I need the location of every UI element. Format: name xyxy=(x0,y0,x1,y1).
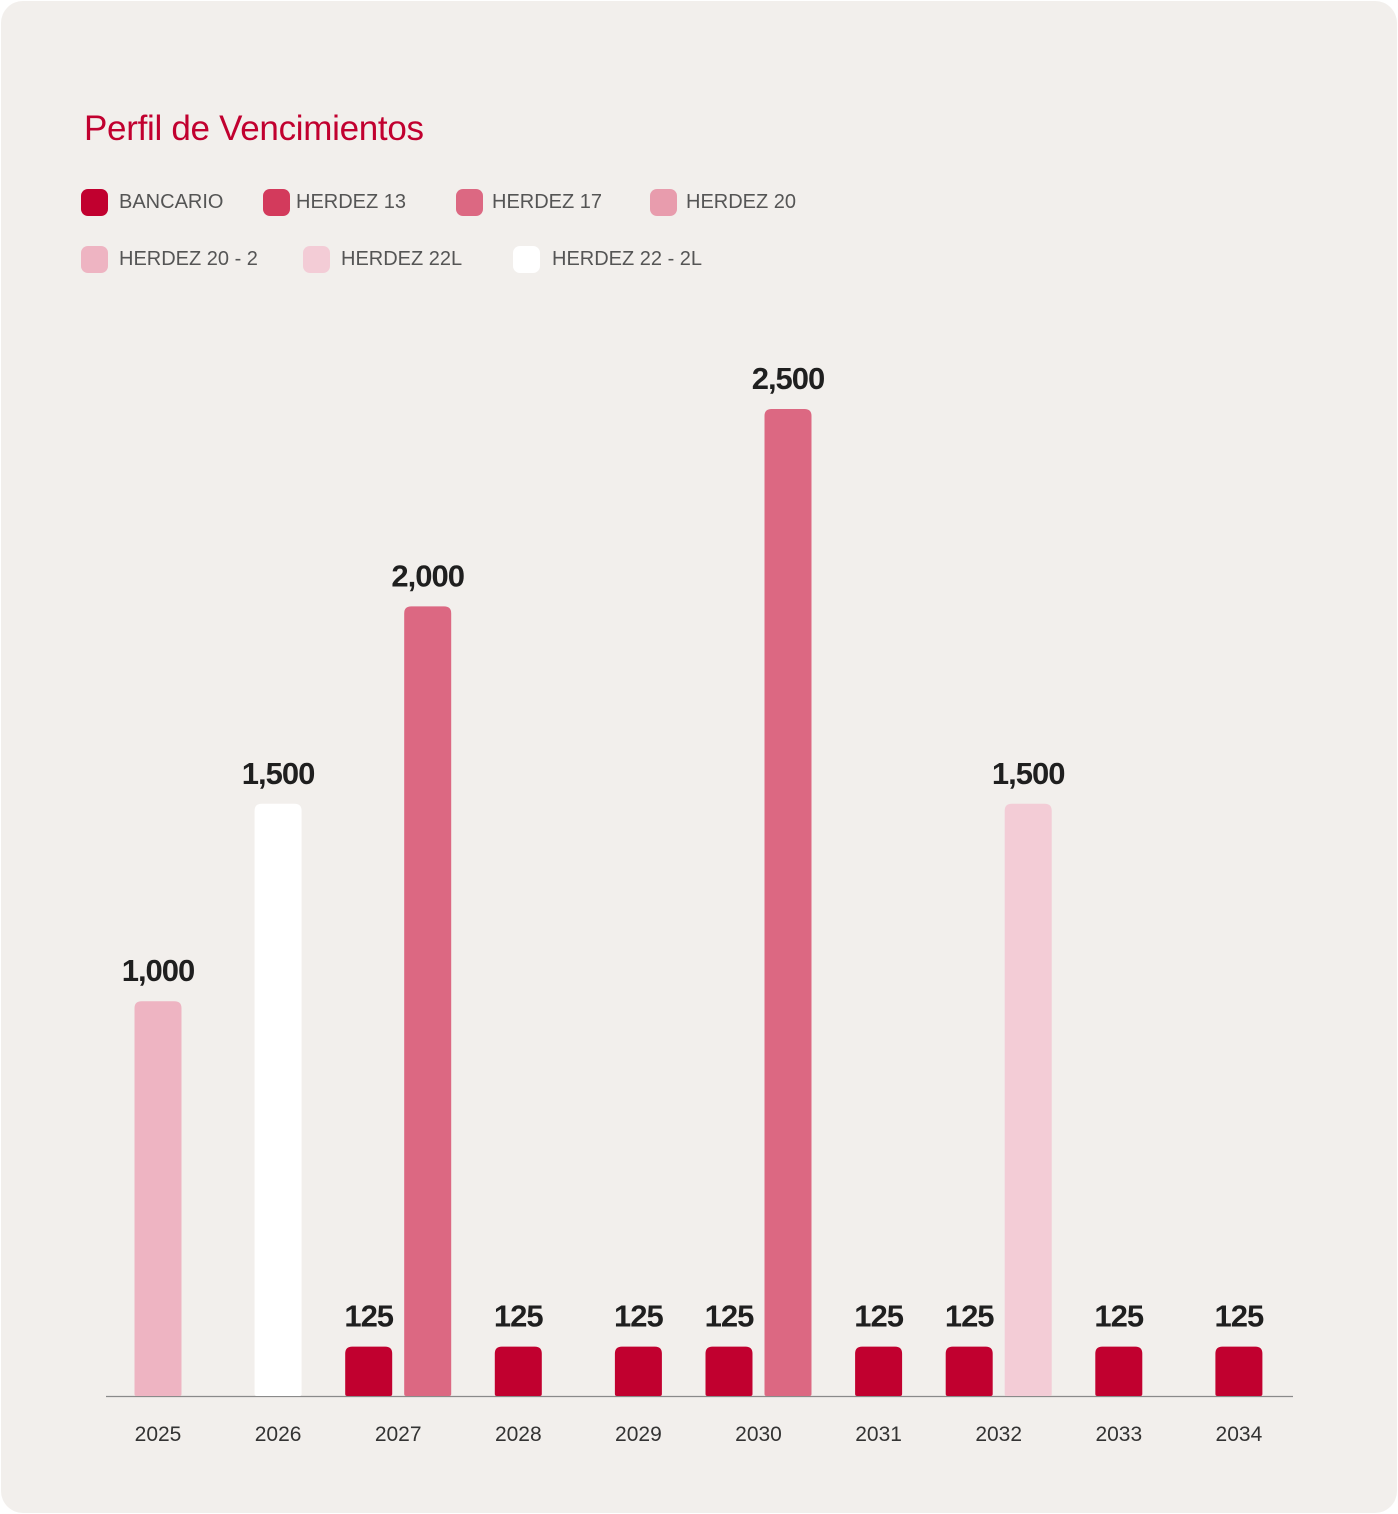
legend-label: HERDEZ 13 xyxy=(296,190,407,213)
x-tick-label: 2025 xyxy=(135,1423,182,1446)
x-tick-label: 2028 xyxy=(495,1423,542,1446)
bar-value-label: 2,500 xyxy=(752,361,825,396)
bar-value-label: 125 xyxy=(854,1299,903,1334)
bar-value-label: 125 xyxy=(1215,1299,1264,1334)
x-tick-label: 2032 xyxy=(975,1423,1022,1446)
bar-2033-bancario xyxy=(1095,1346,1143,1396)
bar-2028-bancario xyxy=(494,1346,542,1396)
legend-item-herdez-17: HERDEZ 17 xyxy=(456,187,602,217)
x-tick-label: 2026 xyxy=(255,1423,302,1446)
bar-2027-herdez-17 xyxy=(404,606,452,1396)
bar-value-label: 125 xyxy=(494,1299,543,1334)
legend-swatch xyxy=(650,188,677,216)
bar-value-label: 125 xyxy=(1094,1299,1143,1334)
legend-label: HERDEZ 20 xyxy=(686,190,797,213)
legend-item-herdez-22l: HERDEZ 22L xyxy=(303,244,462,274)
legend-item-herdez-22-2l: HERDEZ 22 - 2L xyxy=(513,244,702,274)
bar-2030-herdez-17 xyxy=(764,409,812,1396)
x-tick-label: 2031 xyxy=(855,1423,902,1446)
x-tick-label: 2034 xyxy=(1216,1423,1263,1446)
legend-item-herdez-13: HERDEZ 13 xyxy=(263,187,406,217)
x-tick-label: 2027 xyxy=(375,1423,422,1446)
bar-2027-bancario xyxy=(345,1346,393,1396)
legend-swatch xyxy=(263,188,290,216)
x-tick-label: 2029 xyxy=(615,1423,662,1446)
bar-2030-bancario xyxy=(705,1346,753,1396)
legend-item-herdez-20: HERDEZ 20 xyxy=(650,187,796,217)
bar-2025-herdez-20-2 xyxy=(134,1001,182,1396)
bar-2029-bancario xyxy=(614,1346,662,1396)
legend-label: HERDEZ 17 xyxy=(492,190,603,213)
legend-swatch xyxy=(81,245,108,273)
legend-swatch xyxy=(81,188,108,216)
x-tick-label: 2030 xyxy=(735,1423,782,1446)
bar-2034-bancario xyxy=(1215,1346,1263,1396)
legend-swatch xyxy=(303,245,330,273)
bar-2026-herdez-22-2l xyxy=(254,803,302,1396)
bar-2032-herdez-22l xyxy=(1004,803,1052,1396)
legend-label: HERDEZ 22 - 2L xyxy=(552,247,703,270)
chart-title: Perfil de Vencimientos xyxy=(84,109,424,148)
bar-value-label: 125 xyxy=(705,1299,754,1334)
bar-2031-bancario xyxy=(855,1346,903,1396)
legend-swatch xyxy=(456,188,483,216)
bar-value-label: 2,000 xyxy=(391,558,464,593)
legend-label: HERDEZ 20 - 2 xyxy=(119,247,258,270)
legend-label: HERDEZ 22L xyxy=(341,247,463,270)
legend-swatch xyxy=(513,245,540,273)
legend-item-bancario: BANCARIO xyxy=(81,187,223,217)
x-tick-label: 2033 xyxy=(1095,1423,1142,1446)
bar-value-label: 125 xyxy=(614,1299,663,1334)
legend-label: BANCARIO xyxy=(119,190,224,213)
bar-value-label: 125 xyxy=(344,1299,393,1334)
legend-item-herdez-20-2: HERDEZ 20 - 2 xyxy=(81,244,258,274)
bar-value-label: 1,500 xyxy=(242,756,315,791)
bar-value-label: 1,500 xyxy=(992,756,1065,791)
bar-value-label: 1,000 xyxy=(122,953,195,988)
bar-value-label: 125 xyxy=(945,1299,994,1334)
bar-2032-bancario xyxy=(945,1346,993,1396)
